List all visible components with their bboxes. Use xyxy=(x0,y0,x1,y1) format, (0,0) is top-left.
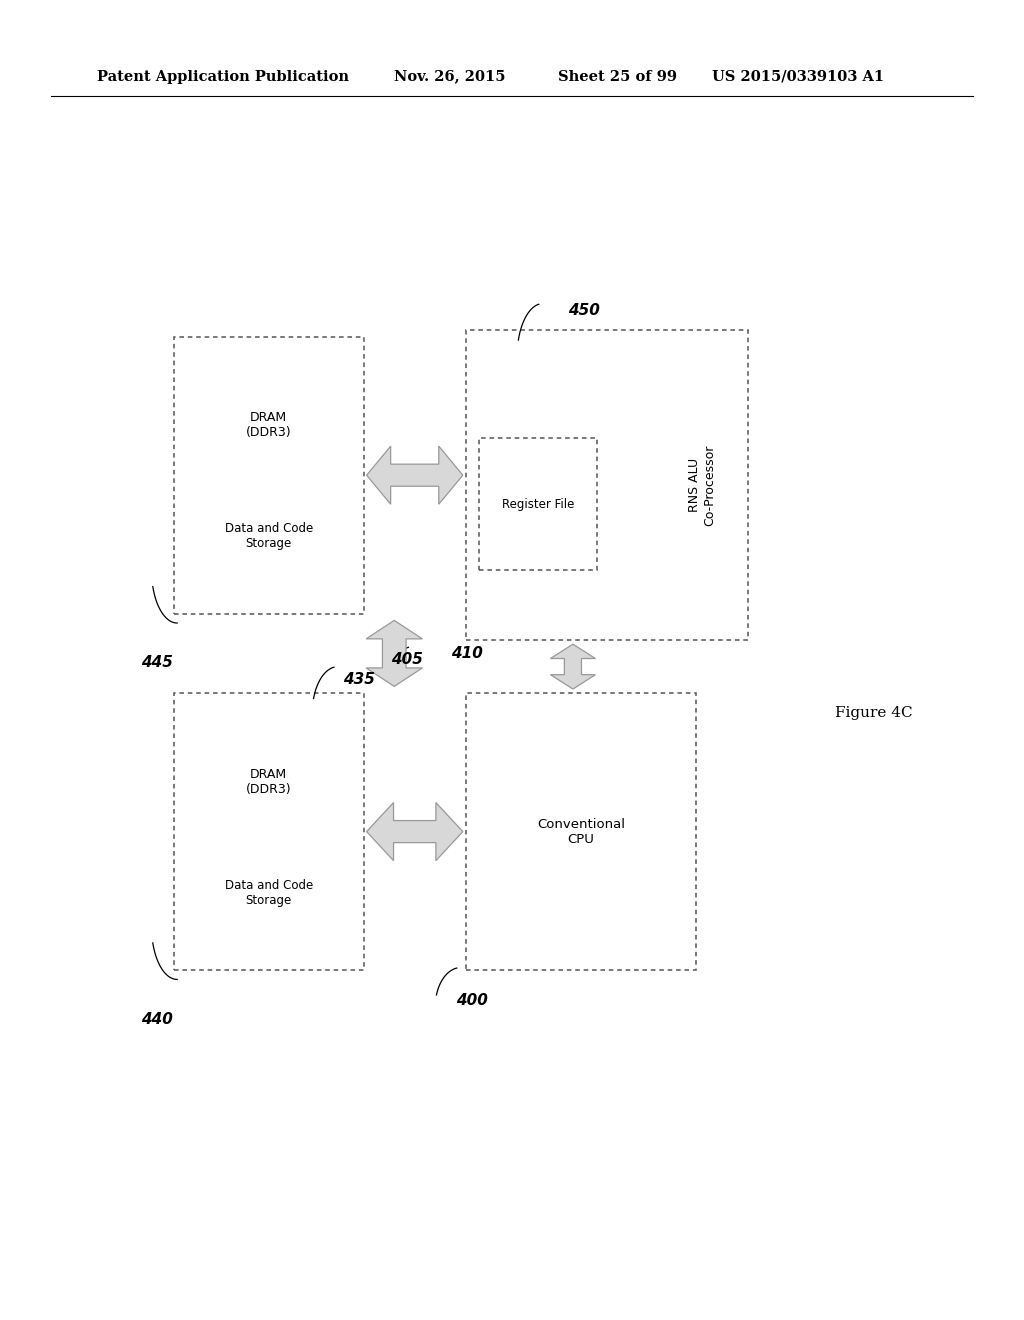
Bar xyxy=(479,438,597,570)
Text: 435: 435 xyxy=(343,672,375,688)
Polygon shape xyxy=(367,620,423,686)
Polygon shape xyxy=(367,446,463,504)
Text: DRAM
(DDR3): DRAM (DDR3) xyxy=(246,768,292,796)
Text: Register File: Register File xyxy=(502,498,574,511)
Text: US 2015/0339103 A1: US 2015/0339103 A1 xyxy=(712,70,884,83)
Text: 450: 450 xyxy=(568,302,600,318)
Text: Data and Code
Storage: Data and Code Storage xyxy=(224,879,313,907)
Text: Data and Code
Storage: Data and Code Storage xyxy=(224,523,313,550)
Polygon shape xyxy=(551,644,596,689)
Text: RNS ALU
Co-Processor: RNS ALU Co-Processor xyxy=(688,445,717,525)
Text: 400: 400 xyxy=(456,993,487,1008)
Bar xyxy=(466,693,696,970)
Bar xyxy=(174,337,364,614)
Text: Sheet 25 of 99: Sheet 25 of 99 xyxy=(558,70,677,83)
Polygon shape xyxy=(367,803,463,861)
Text: Nov. 26, 2015: Nov. 26, 2015 xyxy=(394,70,506,83)
Bar xyxy=(466,330,748,640)
Text: Patent Application Publication: Patent Application Publication xyxy=(97,70,349,83)
Text: 405: 405 xyxy=(391,652,423,668)
Text: 410: 410 xyxy=(451,645,482,661)
Text: 440: 440 xyxy=(141,1011,173,1027)
Text: DRAM
(DDR3): DRAM (DDR3) xyxy=(246,412,292,440)
Text: 445: 445 xyxy=(141,655,173,671)
Bar xyxy=(174,693,364,970)
Text: Figure 4C: Figure 4C xyxy=(835,706,912,719)
Text: Conventional
CPU: Conventional CPU xyxy=(538,817,625,846)
